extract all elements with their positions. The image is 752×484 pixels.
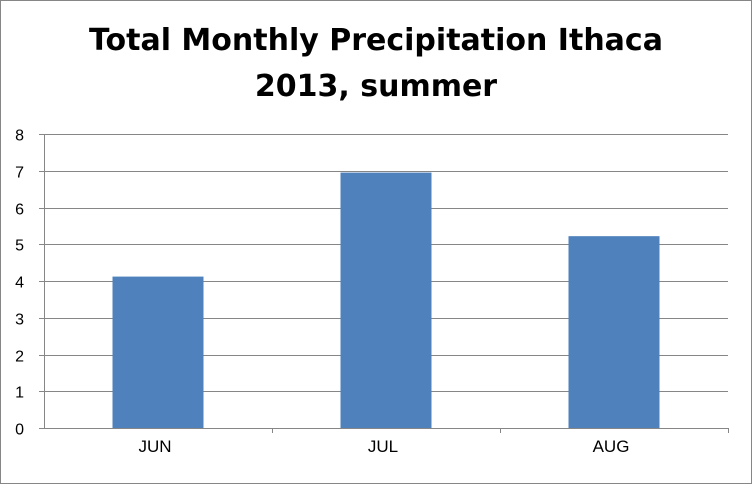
chart-title: Total Monthly Precipitation Ithaca 2013,… <box>0 18 752 110</box>
chart-title-line-2: 2013, summer <box>254 69 498 104</box>
chart-title-line-1: Total Monthly Precipitation Ithaca <box>89 23 663 58</box>
y-axis-tick-labels: 0 1 2 3 4 5 6 7 8 <box>15 128 24 439</box>
x-category-label: JUN <box>138 437 171 456</box>
y-tick-label: 3 <box>15 312 24 329</box>
y-tick-label: 1 <box>15 385 24 402</box>
bar-aug <box>568 236 660 428</box>
x-category-label: JUL <box>368 437 398 456</box>
y-tick-label: 7 <box>15 165 24 182</box>
bar-jul <box>340 172 432 428</box>
axes <box>39 134 729 433</box>
bars <box>112 172 660 428</box>
y-tick-label: 2 <box>15 349 24 366</box>
y-tick-label: 6 <box>15 202 24 219</box>
y-tick-label: 4 <box>15 275 24 292</box>
y-tick-label: 8 <box>15 128 24 145</box>
y-tick-label: 5 <box>15 238 24 255</box>
y-tick-label: 0 <box>15 422 24 439</box>
x-axis-category-labels: JUN JUL AUG <box>138 437 629 456</box>
x-category-label: AUG <box>593 437 630 456</box>
bar-jun <box>112 276 204 428</box>
